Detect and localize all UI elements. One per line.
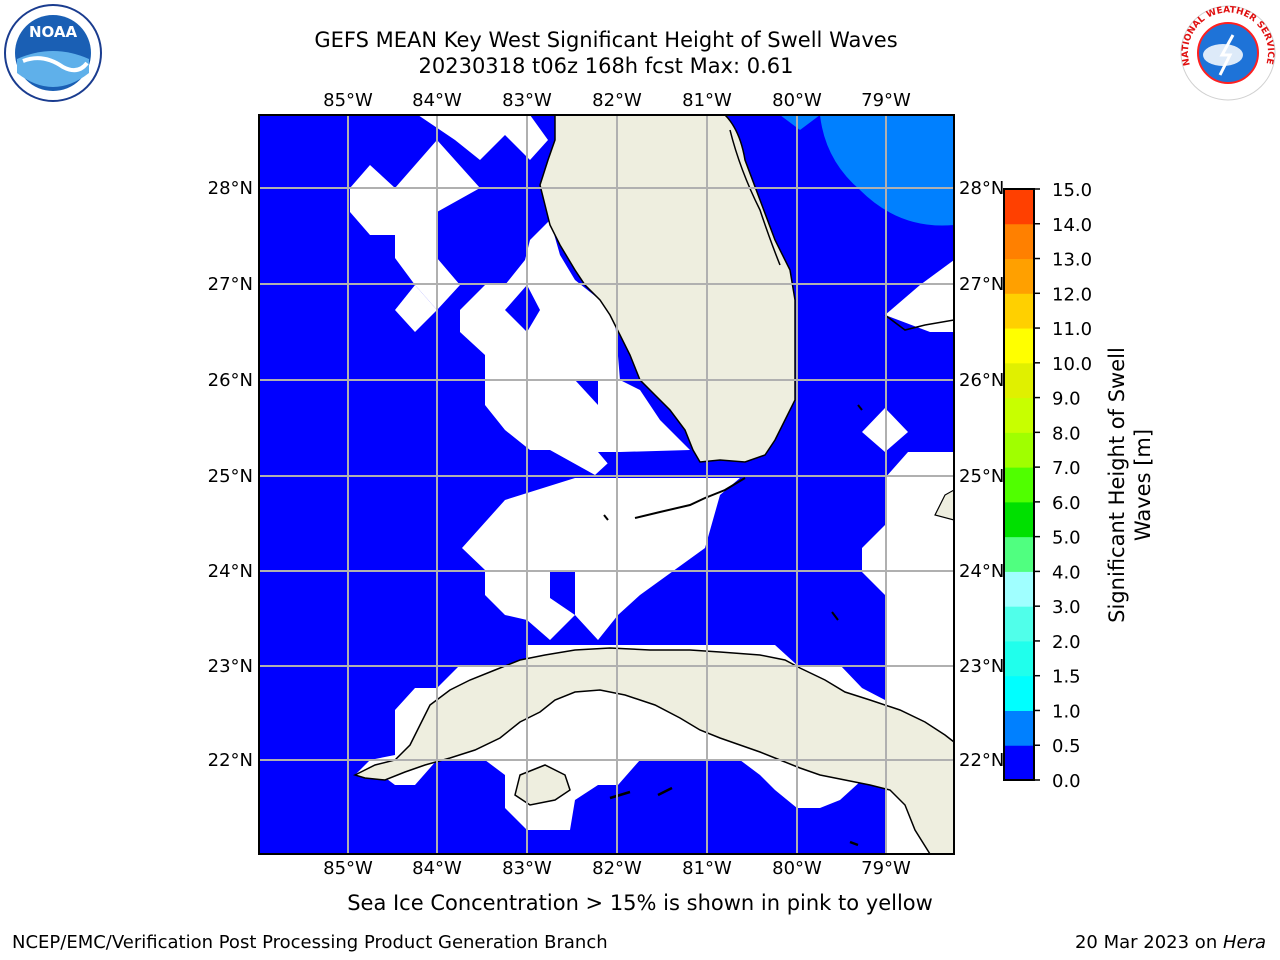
lon-label-bottom: 81°W [682,858,732,879]
colorbar-tick-label: 6.0 [1052,493,1081,514]
lat-label-left: 23°N [208,656,253,677]
bahamas-grand-bahama [884,314,954,331]
footer-credit: NCEP/EMC/Verification Post Processing Pr… [12,932,608,953]
colorbar-tick-label: 1.0 [1052,701,1081,722]
colorbar-segment [1004,675,1034,711]
colorbar-segment [1004,571,1034,607]
lat-label-left: 22°N [208,750,253,771]
lon-label-bottom: 79°W [861,858,911,879]
noaa-logo: NOAA [4,4,102,102]
map-title: GEFS MEAN Key West Significant Height of… [314,28,898,52]
colorbar-tick-label: 15.0 [1052,180,1092,201]
florida-keys [634,477,746,519]
lon-label-bottom: 83°W [502,858,552,879]
colorbar-segment [1004,710,1034,746]
lon-label-top: 83°W [502,90,552,111]
footer-date: 20 Mar 2023 on Hera [1075,932,1266,953]
lon-label-bottom: 85°W [323,858,373,879]
nws-logo: NATIONAL WEATHER SERVICE [1180,5,1276,101]
colorbar-tick-label: 0.0 [1052,771,1081,792]
colorbar-segment [1004,536,1034,572]
colorbar-segment [1004,432,1034,468]
colorbar-segment [1004,223,1034,260]
lat-label-right: 28°N [959,178,1004,199]
map-subtitle: 20230318 t06z 168h fcst Max: 0.61 [418,54,794,78]
colorbar-tick-label: 0.5 [1052,736,1081,757]
colorbar-tick-label: 1.5 [1052,667,1081,688]
colorbar-label-line2: Waves [m] [1131,429,1155,541]
lat-label-left: 27°N [208,274,253,295]
colorbar-segment [1004,606,1034,642]
lon-label-bottom: 80°W [772,858,822,879]
colorbar-segment [1004,640,1034,677]
colorbar-segment [1004,189,1034,225]
colorbar-tick-label: 4.0 [1052,562,1081,583]
colorbar-label-line1: Significant Height of Swell [1105,347,1129,623]
lon-label-top: 84°W [412,90,462,111]
lon-label-top: 80°W [772,90,822,111]
footer-host: Hera [1222,932,1266,953]
colorbar-segment [1004,362,1034,399]
map-frame [258,114,955,855]
colorbar-tick-label: 5.0 [1052,528,1081,549]
lon-label-top: 82°W [592,90,642,111]
colorbar-tick-label: 2.0 [1052,632,1081,653]
isla-de-la-juventud [514,764,571,806]
lat-label-right: 26°N [959,370,1004,391]
graticule [259,115,954,854]
lon-label-top: 79°W [861,90,911,111]
lat-label-left: 24°N [208,561,253,582]
lon-label-bottom: 82°W [592,858,642,879]
florida-barrier-islands [729,129,781,266]
bahamas-andros [934,489,954,521]
lat-label-right: 23°N [959,656,1004,677]
cuba-land [352,647,954,854]
colorbar-tick-label: 11.0 [1052,319,1092,340]
lat-label-left: 26°N [208,370,253,391]
colorbar-tick-label: 10.0 [1052,354,1092,375]
lat-label-right: 25°N [959,466,1004,487]
colorbar-segment [1004,328,1034,364]
lon-label-top: 85°W [323,90,373,111]
colorbar-tick-label: 12.0 [1052,284,1092,305]
colorbar-tick-label: 8.0 [1052,423,1081,444]
lon-label-bottom: 84°W [412,858,462,879]
sea-ice-note: Sea Ice Concentration > 15% is shown in … [347,891,933,915]
lat-label-right: 22°N [959,750,1004,771]
lat-label-right: 27°N [959,274,1004,295]
colorbar-tick-label: 9.0 [1052,389,1081,410]
colorbar: 0.0 0.5 1.0 1.5 2.0 3.0 4.0 5.0 6.0 7.0 8.0 9.0 10.0… [1003,180,1092,792]
colorbar-tick-label: 13.0 [1052,250,1092,271]
lat-label-left: 25°N [208,466,253,487]
colorbar-segment [1004,467,1034,503]
swell-contour-0-5-edge [780,115,820,130]
colorbar-segment [1004,258,1034,294]
lat-label-left: 28°N [208,178,253,199]
footer-date-text: 20 Mar 2023 on [1074,932,1223,953]
svg-text:NOAA: NOAA [29,23,78,41]
colorbar-tick-label: 3.0 [1052,597,1081,618]
colorbar-frame [1003,188,1035,781]
colorbar-segment [1004,397,1034,433]
colorbar-tick-label: 7.0 [1052,458,1081,479]
lon-label-top: 81°W [682,90,732,111]
florida-land [539,115,796,463]
colorbar-segment [1004,501,1034,538]
lat-label-right: 24°N [959,561,1004,582]
colorbar-segment [1004,745,1034,781]
map-area [259,115,954,854]
tick-labels: 85°W 85°W 84°W 84°W 83°W 83°W 82°W 82°W 81°W 81°W… [208,90,1005,879]
colorbar-segment [1004,293,1034,329]
colorbar-tick-label: 14.0 [1052,215,1092,236]
